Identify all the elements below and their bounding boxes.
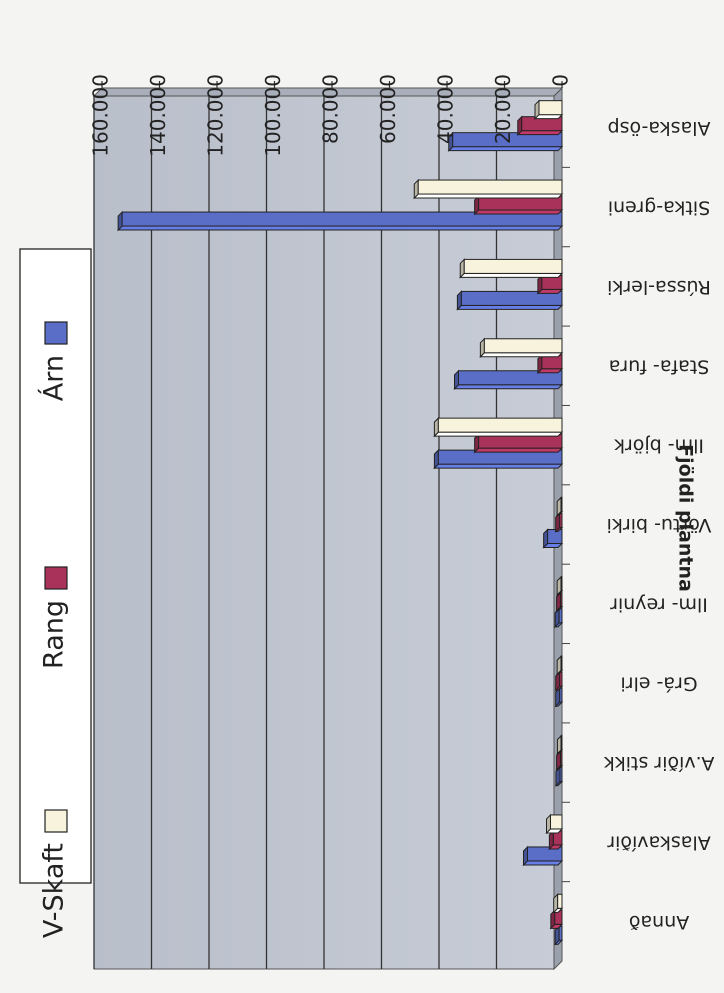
category-label: Annað	[629, 911, 689, 933]
legend-entry: V-Skaft	[39, 809, 70, 938]
legend-box	[19, 248, 92, 884]
bar	[522, 845, 564, 867]
value-axis-title: Fjöldi plantna	[675, 444, 697, 592]
legend-entry: Rang	[39, 566, 70, 669]
bar	[116, 210, 564, 232]
bar	[473, 432, 564, 454]
legend-label: Rang	[39, 600, 70, 669]
bar	[554, 512, 564, 533]
bar	[553, 607, 564, 629]
value-tick-label: 0	[549, 74, 573, 87]
bar	[555, 496, 564, 517]
bar	[447, 131, 564, 152]
bar	[549, 909, 564, 930]
bar	[453, 369, 564, 390]
value-tick-label: 40.000	[434, 74, 458, 144]
category-label: Sitka-greni	[608, 197, 710, 219]
legend-label: Árn	[38, 355, 70, 401]
bar	[542, 528, 564, 549]
bar	[555, 655, 564, 676]
value-tick-label: 160.000	[89, 74, 113, 157]
bar	[516, 115, 564, 136]
bar	[536, 274, 564, 295]
bar	[556, 734, 564, 755]
legend-label: V-Skaft	[39, 843, 70, 938]
bar	[548, 829, 564, 851]
legend-swatch	[44, 321, 68, 345]
bar	[554, 687, 564, 708]
bar	[479, 337, 564, 358]
value-tick-label: 120.000	[204, 74, 228, 157]
bar	[555, 575, 564, 597]
bar	[433, 416, 564, 438]
category-label: Rússa-lerki	[607, 276, 711, 298]
category-label: Grá- elri	[620, 673, 697, 695]
category-label: A.víðir stikk	[604, 752, 715, 774]
bar	[413, 178, 564, 200]
value-tick-label: 140.000	[146, 74, 170, 157]
bar	[554, 766, 564, 787]
category-label: Alaska-ösp	[608, 117, 711, 139]
legend-entry: Árn	[38, 321, 70, 401]
value-tick-label: 100.000	[261, 74, 285, 157]
bar	[545, 813, 564, 835]
value-tick-label: 20.000	[491, 74, 515, 144]
category-label: Vörtu- birki	[607, 514, 712, 536]
category-label: Ilm- reynir	[610, 593, 708, 615]
category-label: Alaskavíðir	[607, 831, 711, 853]
bar	[433, 448, 564, 470]
bar	[456, 290, 564, 311]
bar	[552, 893, 564, 914]
bar	[555, 591, 564, 613]
bar	[533, 99, 564, 120]
bar	[459, 258, 564, 279]
bar	[553, 925, 564, 946]
legend-swatch	[44, 566, 68, 590]
bar	[554, 671, 564, 692]
value-tick-label: 80.000	[319, 74, 343, 144]
bar	[555, 750, 564, 771]
legend-swatch	[44, 809, 68, 833]
category-label: Ilm- björk	[614, 435, 704, 457]
bar	[473, 194, 564, 216]
category-label: Stafa- fura	[609, 355, 710, 377]
value-tick-label: 60.000	[376, 74, 400, 144]
bar	[536, 353, 564, 374]
